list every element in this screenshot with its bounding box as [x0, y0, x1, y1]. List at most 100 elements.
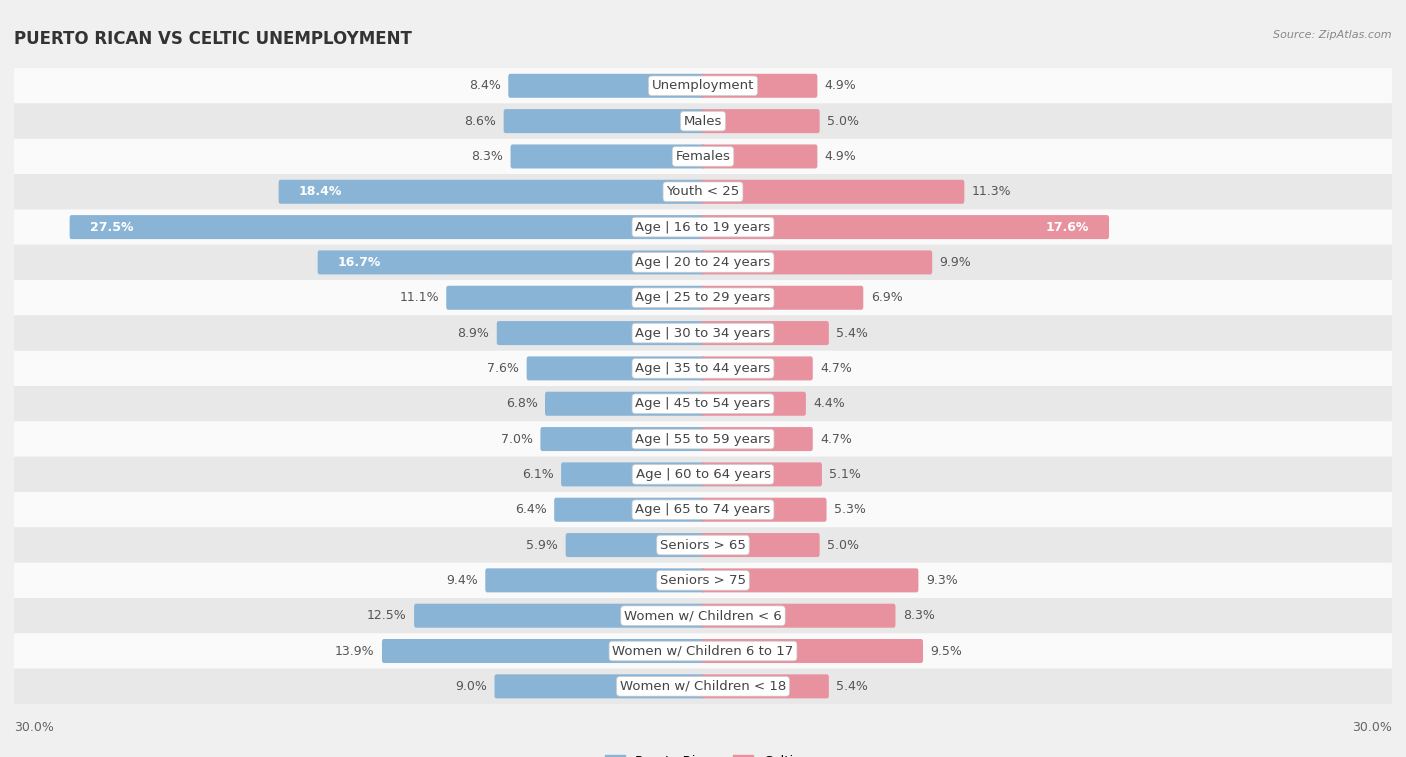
- Text: Age | 20 to 24 years: Age | 20 to 24 years: [636, 256, 770, 269]
- FancyBboxPatch shape: [510, 145, 704, 169]
- FancyBboxPatch shape: [702, 357, 813, 381]
- FancyBboxPatch shape: [14, 598, 1392, 634]
- Text: 4.7%: 4.7%: [820, 362, 852, 375]
- FancyBboxPatch shape: [382, 639, 704, 663]
- FancyBboxPatch shape: [540, 427, 704, 451]
- FancyBboxPatch shape: [14, 668, 1392, 704]
- Text: 8.4%: 8.4%: [470, 79, 501, 92]
- Text: 5.0%: 5.0%: [827, 538, 859, 552]
- Text: Age | 55 to 59 years: Age | 55 to 59 years: [636, 432, 770, 446]
- FancyBboxPatch shape: [503, 109, 704, 133]
- FancyBboxPatch shape: [485, 569, 704, 593]
- Text: 17.6%: 17.6%: [1046, 220, 1088, 234]
- Text: 18.4%: 18.4%: [299, 185, 342, 198]
- FancyBboxPatch shape: [702, 603, 896, 628]
- Text: Seniors > 75: Seniors > 75: [659, 574, 747, 587]
- FancyBboxPatch shape: [14, 350, 1392, 386]
- Text: Source: ZipAtlas.com: Source: ZipAtlas.com: [1274, 30, 1392, 40]
- Text: 4.9%: 4.9%: [825, 79, 856, 92]
- FancyBboxPatch shape: [14, 634, 1392, 668]
- Text: Males: Males: [683, 114, 723, 128]
- Text: 5.1%: 5.1%: [830, 468, 862, 481]
- Text: Women w/ Children 6 to 17: Women w/ Children 6 to 17: [613, 644, 793, 658]
- Legend: Puerto Rican, Celtic: Puerto Rican, Celtic: [600, 749, 806, 757]
- FancyBboxPatch shape: [14, 174, 1392, 210]
- FancyBboxPatch shape: [702, 179, 965, 204]
- Text: 9.5%: 9.5%: [931, 644, 962, 658]
- Text: Age | 16 to 19 years: Age | 16 to 19 years: [636, 220, 770, 234]
- Text: 13.9%: 13.9%: [335, 644, 374, 658]
- Text: Age | 65 to 74 years: Age | 65 to 74 years: [636, 503, 770, 516]
- FancyBboxPatch shape: [702, 569, 918, 593]
- FancyBboxPatch shape: [561, 463, 704, 487]
- FancyBboxPatch shape: [14, 492, 1392, 528]
- Text: 5.0%: 5.0%: [827, 114, 859, 128]
- Text: 8.9%: 8.9%: [457, 326, 489, 340]
- Text: 30.0%: 30.0%: [14, 721, 53, 734]
- FancyBboxPatch shape: [14, 139, 1392, 174]
- Text: Age | 45 to 54 years: Age | 45 to 54 years: [636, 397, 770, 410]
- FancyBboxPatch shape: [14, 422, 1392, 456]
- Text: 27.5%: 27.5%: [90, 220, 134, 234]
- FancyBboxPatch shape: [14, 280, 1392, 316]
- Text: 16.7%: 16.7%: [337, 256, 381, 269]
- FancyBboxPatch shape: [14, 68, 1392, 104]
- Text: 4.4%: 4.4%: [813, 397, 845, 410]
- Text: Youth < 25: Youth < 25: [666, 185, 740, 198]
- FancyBboxPatch shape: [702, 215, 1109, 239]
- FancyBboxPatch shape: [14, 562, 1392, 598]
- FancyBboxPatch shape: [702, 497, 827, 522]
- Text: 5.9%: 5.9%: [526, 538, 558, 552]
- Text: 6.8%: 6.8%: [506, 397, 537, 410]
- FancyBboxPatch shape: [14, 316, 1392, 350]
- Text: Age | 35 to 44 years: Age | 35 to 44 years: [636, 362, 770, 375]
- Text: 6.4%: 6.4%: [515, 503, 547, 516]
- FancyBboxPatch shape: [496, 321, 704, 345]
- FancyBboxPatch shape: [702, 391, 806, 416]
- Text: 4.7%: 4.7%: [820, 432, 852, 446]
- Text: 11.1%: 11.1%: [399, 291, 439, 304]
- FancyBboxPatch shape: [702, 285, 863, 310]
- Text: PUERTO RICAN VS CELTIC UNEMPLOYMENT: PUERTO RICAN VS CELTIC UNEMPLOYMENT: [14, 30, 412, 48]
- FancyBboxPatch shape: [546, 391, 704, 416]
- FancyBboxPatch shape: [702, 533, 820, 557]
- Text: 11.3%: 11.3%: [972, 185, 1011, 198]
- FancyBboxPatch shape: [70, 215, 704, 239]
- FancyBboxPatch shape: [14, 386, 1392, 422]
- FancyBboxPatch shape: [702, 321, 830, 345]
- Text: Age | 60 to 64 years: Age | 60 to 64 years: [636, 468, 770, 481]
- FancyBboxPatch shape: [446, 285, 704, 310]
- FancyBboxPatch shape: [702, 73, 817, 98]
- FancyBboxPatch shape: [14, 528, 1392, 562]
- FancyBboxPatch shape: [702, 674, 830, 699]
- Text: 5.4%: 5.4%: [837, 326, 868, 340]
- FancyBboxPatch shape: [702, 639, 922, 663]
- Text: 9.4%: 9.4%: [446, 574, 478, 587]
- Text: Age | 25 to 29 years: Age | 25 to 29 years: [636, 291, 770, 304]
- FancyBboxPatch shape: [14, 456, 1392, 492]
- FancyBboxPatch shape: [14, 245, 1392, 280]
- FancyBboxPatch shape: [278, 179, 704, 204]
- FancyBboxPatch shape: [702, 251, 932, 275]
- FancyBboxPatch shape: [318, 251, 704, 275]
- FancyBboxPatch shape: [415, 603, 704, 628]
- FancyBboxPatch shape: [495, 674, 704, 699]
- Text: 9.0%: 9.0%: [456, 680, 486, 693]
- FancyBboxPatch shape: [702, 427, 813, 451]
- Text: 30.0%: 30.0%: [1353, 721, 1392, 734]
- Text: Females: Females: [675, 150, 731, 163]
- Text: Women w/ Children < 6: Women w/ Children < 6: [624, 609, 782, 622]
- Text: 6.1%: 6.1%: [522, 468, 554, 481]
- Text: 6.9%: 6.9%: [870, 291, 903, 304]
- Text: Seniors > 65: Seniors > 65: [659, 538, 747, 552]
- Text: 8.3%: 8.3%: [471, 150, 503, 163]
- Text: 12.5%: 12.5%: [367, 609, 406, 622]
- Text: 9.9%: 9.9%: [939, 256, 972, 269]
- FancyBboxPatch shape: [508, 73, 704, 98]
- FancyBboxPatch shape: [565, 533, 704, 557]
- Text: Women w/ Children < 18: Women w/ Children < 18: [620, 680, 786, 693]
- Text: 8.3%: 8.3%: [903, 609, 935, 622]
- Text: Age | 30 to 34 years: Age | 30 to 34 years: [636, 326, 770, 340]
- Text: 9.3%: 9.3%: [925, 574, 957, 587]
- Text: 7.6%: 7.6%: [488, 362, 519, 375]
